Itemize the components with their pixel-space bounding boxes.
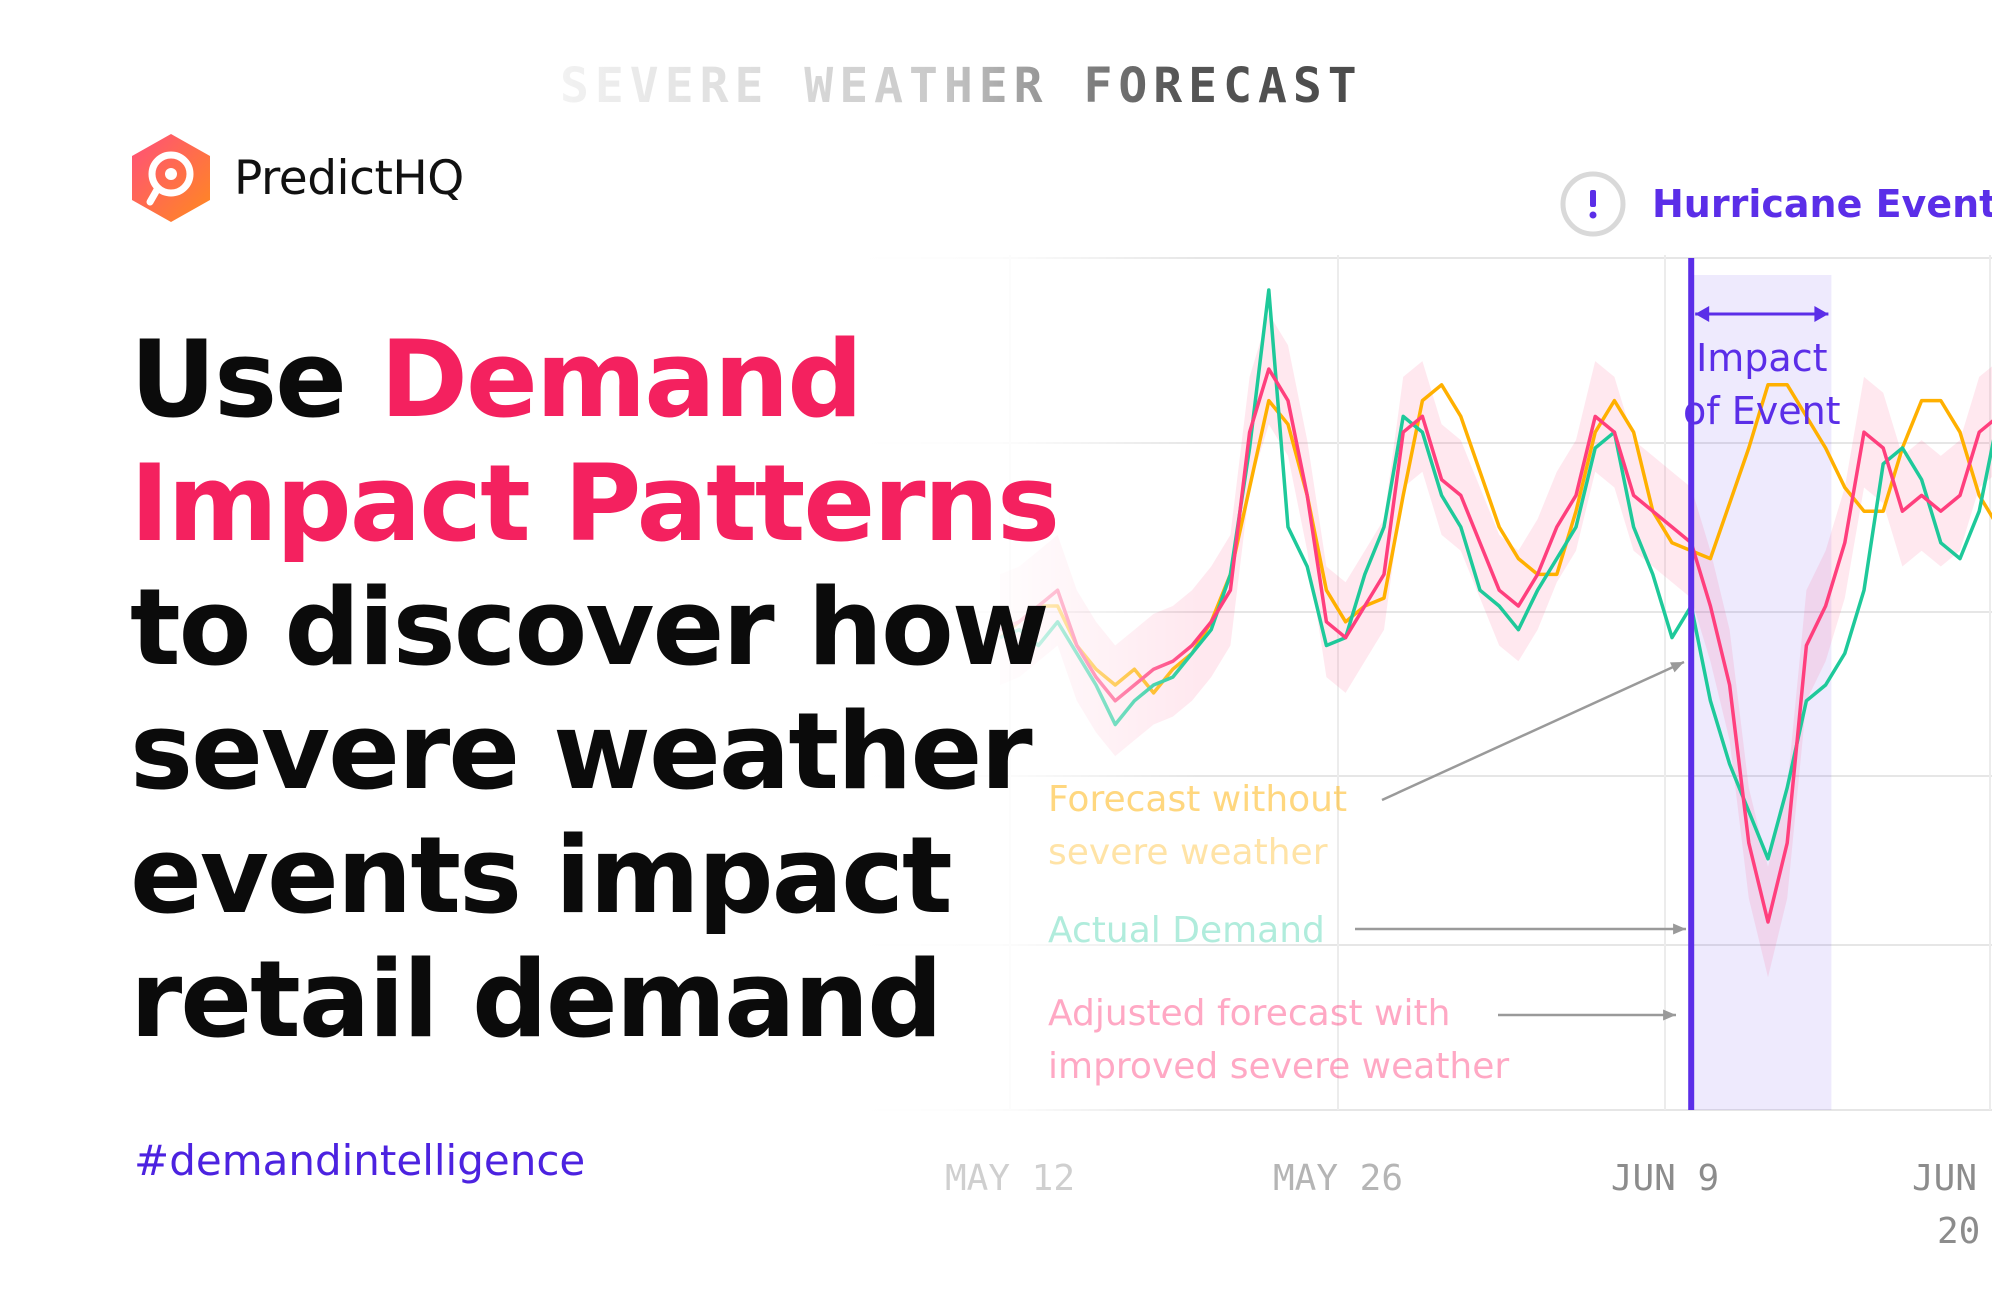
impact-label-line2: of Event [1683,389,1841,433]
headline-prefix: Use [130,318,347,441]
headline-line: retail demand [130,938,943,1061]
legend-arrows [1355,660,1686,1021]
legend-forecast-without-line2: severe weather [1048,832,1328,873]
impact-window [1691,275,1832,1110]
hurricane-event-marker: Hurricane Event [1560,171,1992,237]
legend-forecast-without-line1: Forecast without [1048,779,1347,820]
headline-line: events impact [130,814,953,937]
legend: Forecast without severe weather Actual D… [1048,660,1686,1087]
chart-title: SEVERE WEATHER FORECAST [560,58,1510,114]
x-tick-label: MAY 26 [1273,1158,1403,1199]
legend-adjusted-line1: Adjusted forecast with [1048,993,1450,1034]
x-tick-label: JUN [1912,1158,1977,1199]
hurricane-event-label: Hurricane Event [1652,182,1992,226]
x-year-partial-label: 20 [1937,1211,1980,1252]
headline: Use Demand Impact Patterns to discover h… [130,318,1110,1062]
exclamation-icon-bar [1590,190,1596,207]
predicthq-logo-icon [132,134,210,222]
x-axis: MAY 12 MAY 26 JUN 9 JUN 20 [945,1158,1980,1252]
brand-name: PredictHQ [234,150,464,206]
impact-span-arrow [1695,306,1829,322]
left-fade-overlay [860,240,1200,1120]
impact-label-line1: Impact [1696,336,1827,380]
headline-accent-1: Demand [379,318,863,441]
logo[interactable]: PredictHQ [130,132,464,224]
legend-actual-demand: Actual Demand [1048,910,1325,951]
headline-line: to discover how [130,566,1050,689]
x-tick-label: MAY 12 [945,1158,1075,1199]
hashtag-link[interactable]: #demandintelligence [134,1136,586,1185]
x-tick-label: JUN 9 [1611,1158,1719,1199]
legend-adjusted-line2: improved severe weather [1048,1046,1509,1087]
headline-accent-2: Impact Patterns [130,442,1060,565]
headline-line: severe weather [130,690,1033,813]
exclamation-icon-dot [1589,211,1597,219]
